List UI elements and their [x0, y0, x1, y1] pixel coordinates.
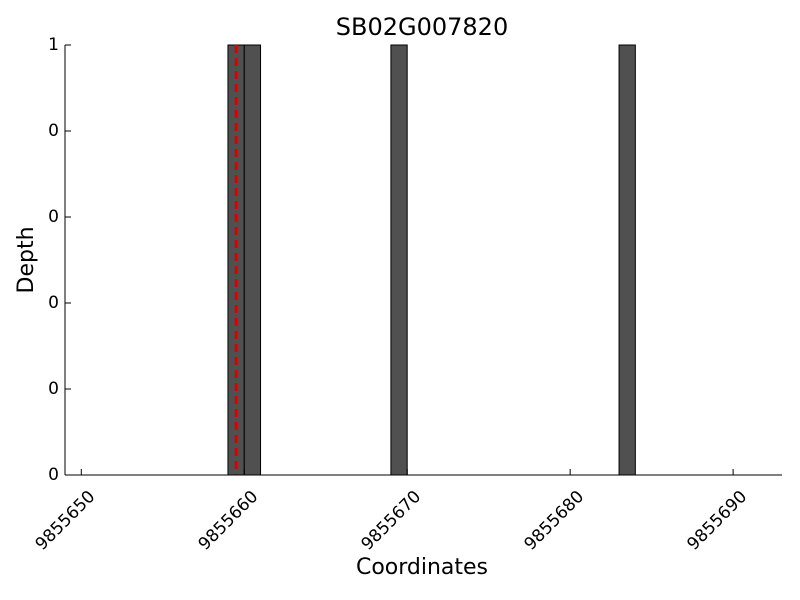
chart-title: SB02G007820 — [336, 13, 508, 41]
x-tick-label: 9855690 — [683, 487, 751, 555]
x-tick-label: 9855660 — [195, 487, 263, 555]
y-tick-label: 0 — [48, 207, 59, 227]
y-tick-label: 0 — [48, 293, 59, 313]
bar — [618, 44, 636, 476]
y-tick-label: 1 — [48, 35, 59, 55]
x-tick-label: 9855680 — [520, 487, 588, 555]
y-axis-label: Depth — [14, 226, 39, 293]
y-tick-label: 0 — [48, 379, 59, 399]
y-tick-label: 0 — [48, 121, 59, 141]
y-tick-label: 0 — [48, 465, 59, 485]
x-tick-label: 9855670 — [358, 487, 426, 555]
bar — [243, 44, 262, 476]
bar — [390, 44, 408, 476]
x-axis-label: Coordinates — [356, 555, 488, 580]
x-tick-label: 9855650 — [32, 487, 100, 555]
